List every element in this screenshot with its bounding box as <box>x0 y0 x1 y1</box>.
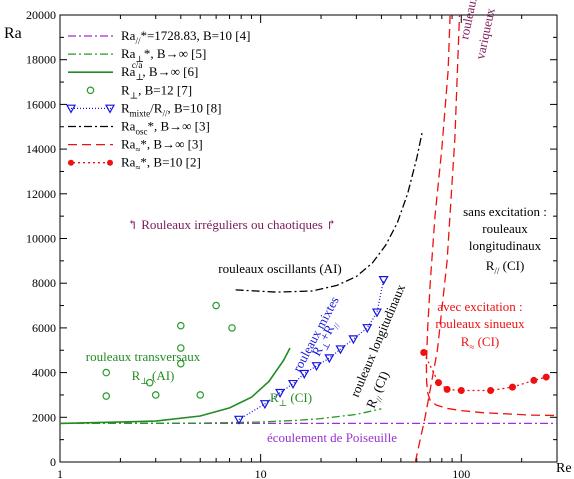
legend-marker <box>68 159 74 166</box>
triangle-marker <box>335 345 346 355</box>
y-tick-label: 16000 <box>26 97 56 111</box>
data-point <box>102 392 111 400</box>
series-line <box>425 15 557 417</box>
y-tick-label: 8000 <box>32 276 56 290</box>
legend-label: R⊥, B=12 [7] <box>121 82 192 100</box>
data-point <box>176 344 185 352</box>
legend-label: Ra⊥c/a, B→∞ [6] <box>121 60 198 82</box>
series-line <box>238 279 385 421</box>
series-line <box>60 408 382 425</box>
y-tick-label: 2000 <box>32 410 56 424</box>
data-point <box>145 378 154 387</box>
legend-marker <box>107 159 113 166</box>
annotation-irreguliers: ↰ Rouleaux irréguliers ou chaotiques ↱ <box>127 217 337 232</box>
data-point <box>228 324 236 332</box>
triangle-marker <box>348 335 359 345</box>
triangle-marker <box>299 369 310 379</box>
legend-label: Ra≈*, B→∞ [3] <box>121 137 203 155</box>
series-ra_osc <box>235 131 424 293</box>
legend-item-ra_approx_b10: Ra≈*, B=10 [2] <box>68 155 201 173</box>
annotation-poiseuille: écoulement de Poiseuille <box>267 430 397 445</box>
data-point <box>151 391 160 399</box>
legend-label: Raosc*, B→∞ [3] <box>121 119 210 137</box>
x-tick-label: 100 <box>452 467 470 479</box>
annotation-avec-excitation-3: R≈ (CI) <box>461 334 500 352</box>
annotation-transversaux-1: rouleaux transversaux <box>86 349 201 364</box>
y-tick-label: 10000 <box>26 232 56 246</box>
series-ra_perp_ca <box>60 347 291 425</box>
series-line <box>235 131 424 293</box>
annotation-sans-excitation-2: rouleaux <box>482 221 528 236</box>
legend-item-ra_perp_inf: Ra⊥*, B→∞ [5] <box>68 46 206 64</box>
legend-item-ra_osc: Raosc*, B→∞ [3] <box>68 119 210 137</box>
series-longitudinal <box>414 15 461 462</box>
annotation-sans-excitation-3: longitudinaux <box>469 238 542 253</box>
data-point <box>196 391 205 399</box>
data-point <box>443 385 451 393</box>
data-point <box>508 383 516 391</box>
legend-item-r_mixte: Rmixte/R//, B=10 [8] <box>65 100 221 118</box>
legend-item-ra_approx_inf: Ra≈*, B→∞ [3] <box>68 137 203 155</box>
legend-item-r_perp_b12: R⊥, B=12 [7] <box>86 82 192 100</box>
triangle-marker <box>324 354 335 364</box>
annotation-sans-excitation-4: R// (CI) <box>486 258 525 276</box>
triangle-marker <box>259 400 270 410</box>
annotation-sans-excitation-1: sans excitation : <box>463 204 547 219</box>
triangle-marker <box>275 388 286 398</box>
triangle-marker <box>362 324 373 334</box>
series-line <box>60 347 291 425</box>
triangle-marker <box>378 276 389 286</box>
data-point <box>457 386 465 394</box>
y-tick-label: 12000 <box>26 187 56 201</box>
y-tick-label: 0 <box>50 455 56 469</box>
legend-label: Ra≈*, B=10 [2] <box>121 155 201 173</box>
triangle-marker <box>287 379 299 390</box>
data-point <box>176 321 185 330</box>
annotation-r-perp-ci: R⊥ (CI) <box>270 390 312 408</box>
triangle-marker <box>311 362 322 372</box>
y-tick-label: 4000 <box>32 366 56 380</box>
triangle-marker <box>371 308 382 318</box>
data-point <box>420 348 428 356</box>
y-tick-label: 6000 <box>32 321 56 335</box>
annotation-transversaux-2: R⊥ (AI) <box>132 368 175 386</box>
triangle-marker <box>233 415 245 425</box>
legend-swatch <box>86 86 95 95</box>
data-point <box>434 379 442 387</box>
data-point <box>542 373 550 381</box>
data-point <box>212 301 220 310</box>
series-r_mixte <box>233 276 389 425</box>
triangle-marker <box>65 104 77 114</box>
y-tick-label: 14000 <box>26 142 56 156</box>
y-tick-label: 18000 <box>26 53 56 67</box>
data-point <box>530 376 538 384</box>
legend-label: Ra//*=1728.83, B=10 [4] <box>121 28 250 46</box>
series-r_perp_b12 <box>102 301 236 400</box>
legend-item-ra_perp_ca: Ra⊥c/a, B→∞ [6] <box>68 60 198 82</box>
data-point <box>176 359 185 368</box>
annotation-avec-excitation-2: rouleaux sinueux <box>435 316 525 331</box>
series-line <box>414 15 461 462</box>
legend-label: Ra⊥*, B→∞ [5] <box>121 46 206 64</box>
series-ra_perp_inf <box>60 408 382 425</box>
annotation-oscillants: rouleaux oscillants (AI) <box>218 261 341 276</box>
legend-label: Rmixte/R//, B=10 [8] <box>121 100 221 118</box>
series-ra_approx_b10 <box>420 348 550 394</box>
series-ra_approx_inf <box>425 15 557 417</box>
triangle-marker <box>104 104 116 114</box>
legend-item-ra_par: Ra//*=1728.83, B=10 [4] <box>68 28 250 46</box>
data-point <box>102 368 111 377</box>
plot-area <box>59 14 558 463</box>
annotation-avec-excitation-1: avec excitation : <box>437 299 522 314</box>
annotation-mixtes-r: R⊥+R// <box>308 317 342 360</box>
data-point <box>487 386 495 394</box>
y-tick-label: 20000 <box>26 8 56 22</box>
y-axis-title: Ra <box>4 25 22 42</box>
x-tick-label: 1 <box>57 467 63 479</box>
x-axis-title: Re <box>556 461 572 476</box>
x-tick-label: 10 <box>255 467 267 479</box>
